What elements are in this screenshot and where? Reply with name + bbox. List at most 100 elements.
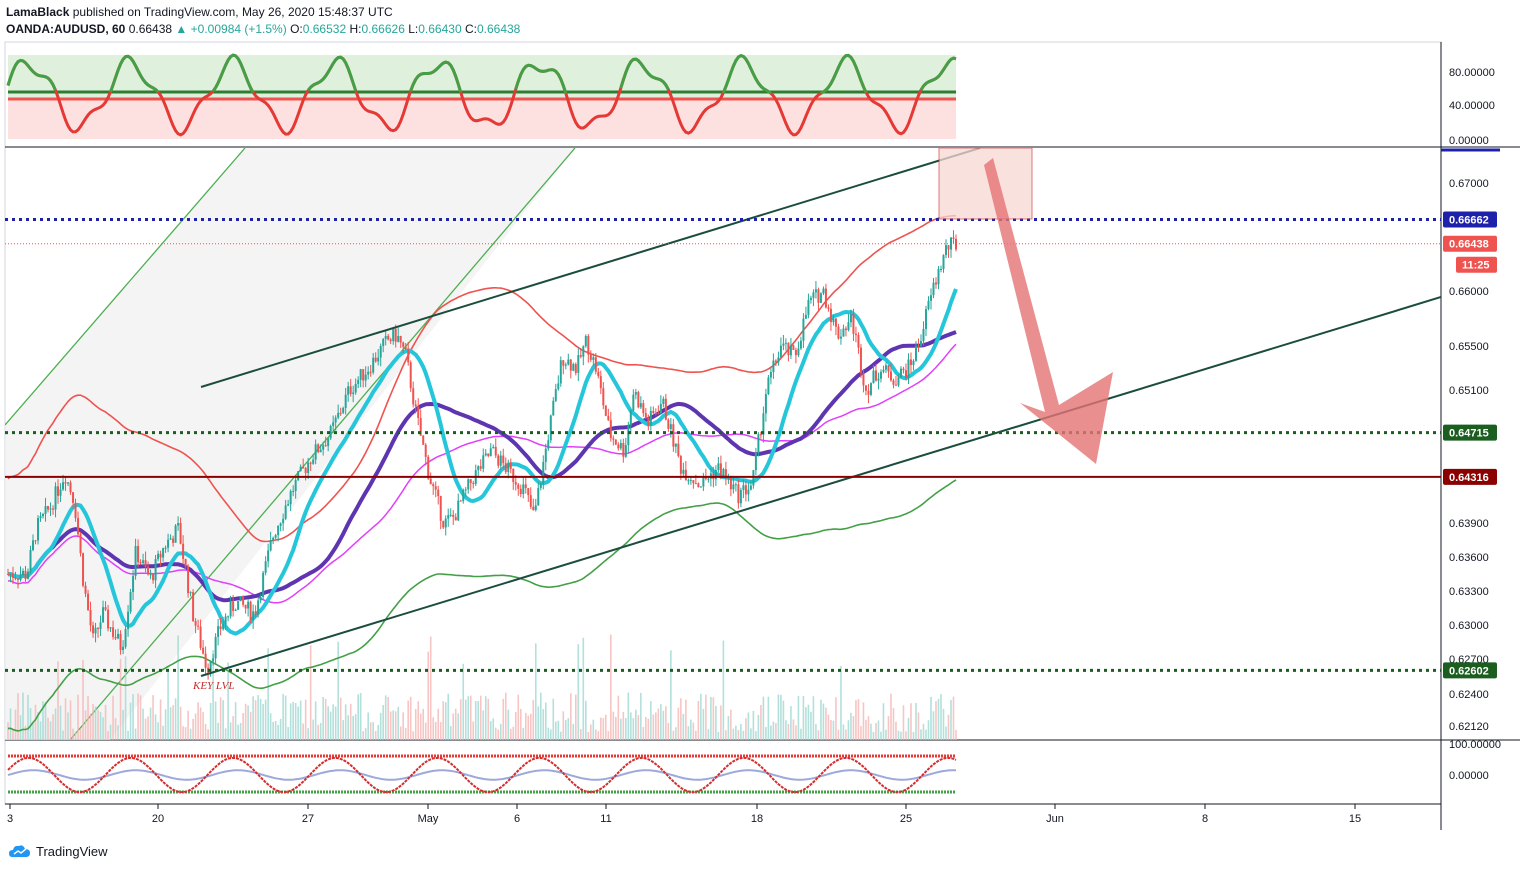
candle-body bbox=[662, 398, 665, 404]
upper-oscillator-pane[interactable] bbox=[6, 53, 957, 139]
volume-bar bbox=[595, 729, 597, 740]
candle-body bbox=[914, 345, 917, 361]
volume-bar bbox=[319, 722, 322, 740]
main-pane[interactable]: KEY LVL bbox=[5, 148, 1441, 740]
volume-bar bbox=[449, 726, 452, 740]
candle-body bbox=[894, 384, 897, 386]
candle-body bbox=[394, 328, 397, 342]
candle-body bbox=[519, 488, 522, 495]
candle-body bbox=[472, 482, 475, 484]
candle-body bbox=[784, 342, 787, 344]
bearish-arrow[interactable] bbox=[984, 158, 1113, 464]
candle-body bbox=[489, 448, 492, 456]
candle-body bbox=[464, 489, 467, 491]
volume-bar bbox=[354, 714, 357, 740]
volume-bar bbox=[580, 729, 582, 740]
volume-bar bbox=[872, 731, 875, 740]
volume-bar bbox=[720, 705, 722, 740]
volume-bar bbox=[790, 706, 792, 740]
candle-body bbox=[177, 523, 180, 526]
volume-bar bbox=[600, 717, 602, 740]
candle-body bbox=[649, 410, 652, 426]
volume-bar bbox=[322, 697, 324, 740]
tradingview-wordmark: TradingView bbox=[36, 843, 108, 859]
price-chart[interactable]: KEY LVL 0.67000 0.66000 0.65500 0.65100 0.63… bbox=[0, 0, 1520, 840]
candle-body bbox=[147, 566, 150, 575]
resistance-box[interactable] bbox=[938, 148, 1033, 220]
candle-body bbox=[482, 455, 485, 469]
candle-body bbox=[202, 647, 205, 654]
price-tick-label: 0.63300 bbox=[1449, 586, 1489, 598]
trendline-lower[interactable] bbox=[200, 296, 1441, 677]
volume-bar bbox=[44, 702, 47, 740]
candle-body bbox=[477, 466, 480, 471]
volume-bar bbox=[865, 719, 867, 740]
volume-bar bbox=[552, 698, 555, 740]
volume-bar bbox=[670, 650, 672, 740]
volume-bar bbox=[640, 692, 642, 740]
volume-bar bbox=[867, 716, 870, 740]
candle-body bbox=[757, 434, 760, 453]
publisher-name[interactable]: LamaBlack bbox=[6, 5, 70, 19]
candle-body bbox=[339, 412, 342, 414]
candle-body bbox=[629, 410, 632, 426]
volume-bar bbox=[527, 715, 530, 740]
candle-body bbox=[442, 520, 445, 528]
candle-body bbox=[29, 550, 32, 572]
candle-body bbox=[744, 485, 747, 495]
volume-bar bbox=[870, 723, 872, 740]
candle-body bbox=[772, 360, 775, 372]
price-tick-label: 0.63000 bbox=[1449, 620, 1489, 632]
volume-bar bbox=[895, 721, 897, 740]
time-axis[interactable]: 3 20 27 May 6 11 18 25 Jun 8 15 bbox=[7, 804, 1361, 825]
tradingview-logo[interactable]: TradingView bbox=[8, 843, 108, 859]
level-tag-label: 0.64715 bbox=[1449, 428, 1489, 440]
price-tick-label: 0.62120 bbox=[1449, 721, 1489, 733]
volume-bar bbox=[137, 693, 139, 740]
volume-bar bbox=[227, 662, 229, 740]
candle-body bbox=[247, 601, 250, 609]
volume-bar bbox=[812, 696, 815, 740]
trendline-upper[interactable] bbox=[200, 148, 981, 388]
candle-body bbox=[677, 443, 680, 457]
volume-bar bbox=[159, 699, 162, 740]
candle-body bbox=[287, 504, 290, 506]
lower-oscillator-pane[interactable] bbox=[7, 754, 957, 794]
volume-bar bbox=[79, 728, 82, 740]
volume-bar bbox=[189, 728, 192, 740]
candle-body bbox=[139, 562, 142, 564]
candle-body bbox=[722, 469, 725, 477]
candle-body bbox=[389, 339, 392, 342]
volume-bar bbox=[822, 703, 825, 740]
candle-body bbox=[792, 345, 795, 350]
candle-body bbox=[172, 538, 175, 543]
volume-bar bbox=[269, 713, 272, 740]
candle-body bbox=[372, 357, 375, 373]
candle-body bbox=[159, 553, 162, 558]
candle-body bbox=[824, 288, 827, 308]
volume-bar bbox=[342, 720, 344, 740]
candle-body bbox=[392, 328, 395, 342]
volume-bar bbox=[299, 700, 302, 740]
volume-bar bbox=[825, 707, 827, 740]
candle-body bbox=[939, 269, 942, 271]
candle-body bbox=[614, 439, 617, 445]
time-tick-label: 6 bbox=[514, 813, 520, 825]
volume-bar bbox=[237, 724, 239, 740]
candle-body bbox=[747, 489, 750, 495]
volume-bar bbox=[574, 694, 577, 740]
chart-header: LamaBlack published on TradingView.com, … bbox=[6, 4, 520, 38]
candle-body bbox=[754, 452, 757, 471]
volume-bar bbox=[257, 695, 259, 740]
volume-bar bbox=[647, 718, 650, 740]
volume-bar bbox=[92, 703, 94, 740]
candle-body bbox=[102, 607, 105, 623]
oscillator-tick-label: 0.00000 bbox=[1449, 135, 1489, 147]
volume-bar bbox=[197, 702, 199, 740]
volume-bar bbox=[512, 726, 515, 740]
volume-bar bbox=[507, 709, 510, 740]
candle-body bbox=[502, 455, 505, 464]
volume-bar bbox=[519, 708, 522, 740]
candle-body bbox=[724, 469, 727, 479]
candle-body bbox=[142, 560, 145, 564]
